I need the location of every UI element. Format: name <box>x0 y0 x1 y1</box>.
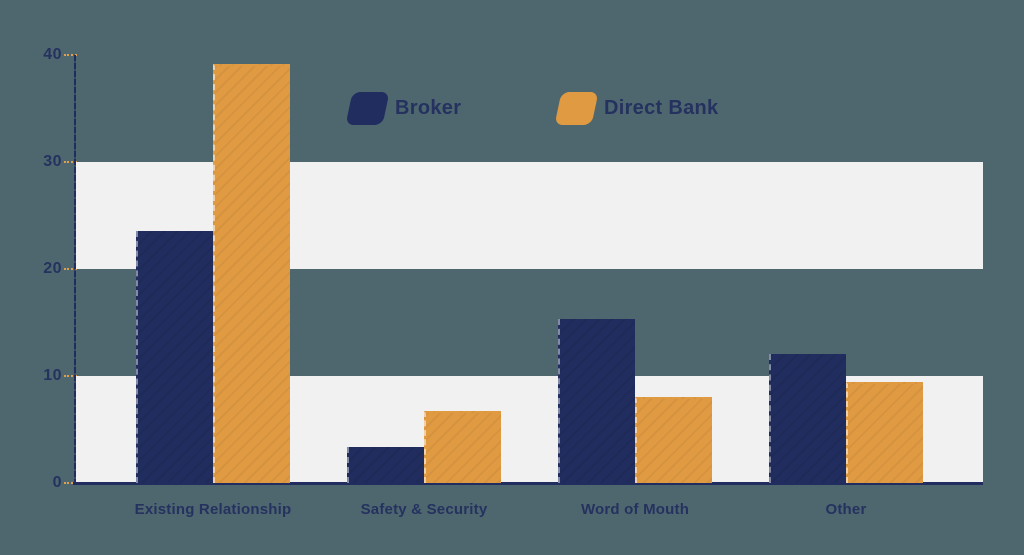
x-axis-line <box>73 482 983 485</box>
plot-area <box>73 55 983 485</box>
category-label-existing-relationship: Existing Relationship <box>134 501 292 518</box>
y-tick-label-20: 20 <box>43 260 62 277</box>
y-tick-mark-40 <box>64 54 77 56</box>
bar-direct_bank-other <box>846 382 923 483</box>
bar-broker-other <box>769 353 846 483</box>
y-tick-mark-30 <box>64 161 77 163</box>
bar-group-existing-relationship <box>136 55 290 483</box>
category-label-safety-security: Safety & Security <box>360 501 488 518</box>
y-tick-label-0: 0 <box>52 474 62 491</box>
bar-group-word-of-mouth <box>558 55 712 483</box>
category-label-other: Other <box>825 501 867 518</box>
y-tick-mark-0 <box>64 482 77 484</box>
bar-broker-safety-security <box>347 446 424 483</box>
y-tick-mark-10 <box>64 375 77 377</box>
bar-broker-word-of-mouth <box>558 319 635 483</box>
y-axis-line <box>74 55 76 483</box>
bar-direct_bank-word-of-mouth <box>635 397 712 483</box>
bar-group-safety-security <box>347 55 501 483</box>
bar-broker-existing-relationship <box>136 230 213 483</box>
y-tick-label-10: 10 <box>43 367 62 384</box>
y-tick-mark-20 <box>64 268 77 270</box>
bar-direct_bank-safety-security <box>424 411 501 483</box>
y-tick-label-40: 40 <box>43 46 62 63</box>
bar-direct_bank-existing-relationship <box>213 63 290 483</box>
category-label-word-of-mouth: Word of Mouth <box>580 501 690 518</box>
bar-group-other <box>769 55 923 483</box>
y-tick-label-30: 30 <box>43 153 62 170</box>
